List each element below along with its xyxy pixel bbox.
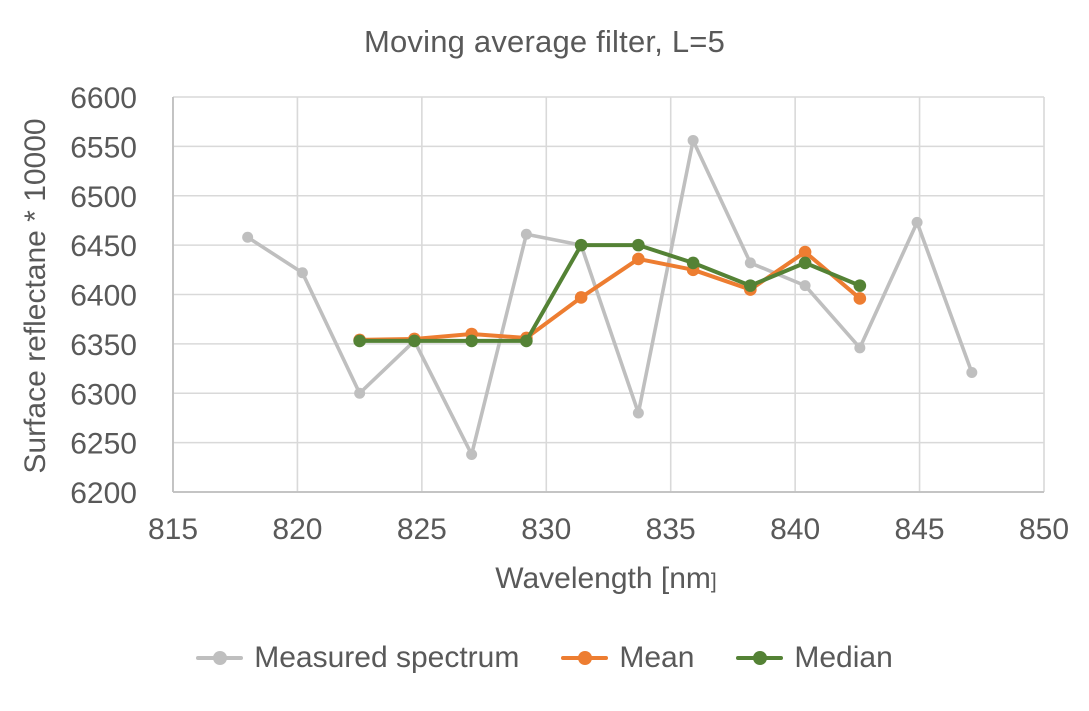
legend-dot-median (752, 651, 767, 665)
legend-label-median: Median (794, 641, 893, 674)
legend-item-mean: Mean (561, 641, 694, 675)
data-point-median-822.5 (353, 334, 366, 348)
data-point-median-827 (465, 334, 478, 348)
data-point-mean-840.4 (798, 245, 812, 259)
data-point-measured-spectrum-827 (466, 448, 478, 460)
y-tick-label-6400: 6400 (70, 280, 137, 313)
data-point-median-835.9 (686, 256, 700, 270)
x-tick-label-840: 840 (770, 513, 820, 546)
x-tick-label-845: 845 (895, 513, 945, 546)
legend-label-measured-spectrum: Measured spectrum (254, 641, 520, 674)
data-point-measured-spectrum-829.2 (520, 228, 532, 240)
y-tick-label-6350: 6350 (70, 329, 137, 362)
legend-marker-icon-measured-spectrum (196, 651, 244, 665)
data-point-median-840.4 (798, 256, 812, 270)
data-point-mean-831.4 (574, 291, 588, 304)
data-point-measured-spectrum-840.4 (799, 280, 811, 292)
legend-marker-icon-median (736, 651, 784, 665)
data-point-median-824.7 (408, 334, 421, 348)
legend: Measured spectrum Mean Median (0, 641, 1089, 675)
x-tick-label-815: 815 (148, 513, 198, 546)
x-tick-label-825: 825 (397, 513, 447, 546)
y-tick-label-6550: 6550 (70, 131, 137, 164)
x-tick-label-835: 835 (646, 513, 696, 546)
series-line-mean (357, 250, 862, 342)
data-point-measured-spectrum-842.6 (854, 342, 866, 354)
data-point-measured-spectrum-822.5 (354, 387, 366, 399)
legend-marker-icon-mean (561, 651, 609, 665)
legend-item-measured-spectrum: Measured spectrum (196, 641, 519, 675)
x-axis-title: Wavelength [nm] (495, 562, 717, 596)
y-axis-title: Surface reflectane * 10000 (19, 118, 52, 474)
x-tick-label-830: 830 (521, 513, 571, 546)
y-tick-label-6500: 6500 (70, 181, 137, 214)
data-point-measured-spectrum-835.9 (687, 134, 699, 146)
y-tick-label-6200: 6200 (70, 477, 137, 510)
data-point-median-829.2 (520, 334, 533, 348)
data-point-measured-spectrum-833.7 (632, 407, 644, 419)
y-tick-label-6450: 6450 (70, 230, 137, 263)
data-point-measured-spectrum-844.9 (911, 216, 923, 228)
data-point-median-838.2 (744, 279, 757, 292)
data-point-measured-spectrum-847.1 (966, 367, 978, 379)
data-point-mean-833.7 (632, 252, 645, 266)
x-tick-label-850: 850 (1019, 513, 1069, 546)
y-tick-label-6300: 6300 (70, 378, 137, 411)
data-point-measured-spectrum-820.2 (296, 267, 308, 279)
legend-label-mean: Mean (619, 641, 695, 674)
y-tick-label-6250: 6250 (70, 428, 137, 461)
data-point-median-842.6 (853, 279, 867, 292)
legend-item-median: Median (736, 641, 893, 675)
data-point-measured-spectrum-818 (242, 231, 254, 243)
chart-title: Moving average filter, L=5 (363, 24, 726, 59)
x-tick-label-820: 820 (272, 513, 322, 546)
data-point-mean-842.6 (853, 292, 867, 305)
legend-dot-mean (577, 651, 592, 665)
series-line-median (357, 243, 862, 343)
x-axis-title-text: Wavelength [nm (495, 562, 711, 595)
series-line-measured-spectrum (245, 138, 974, 457)
data-point-measured-spectrum-838.2 (744, 257, 756, 269)
legend-dot-measured-spectrum (212, 651, 227, 665)
y-tick-label-6600: 6600 (70, 82, 137, 115)
data-point-median-831.4 (574, 238, 588, 252)
x-axis-title-bracket: ] (710, 570, 717, 593)
data-point-median-833.7 (632, 238, 645, 252)
